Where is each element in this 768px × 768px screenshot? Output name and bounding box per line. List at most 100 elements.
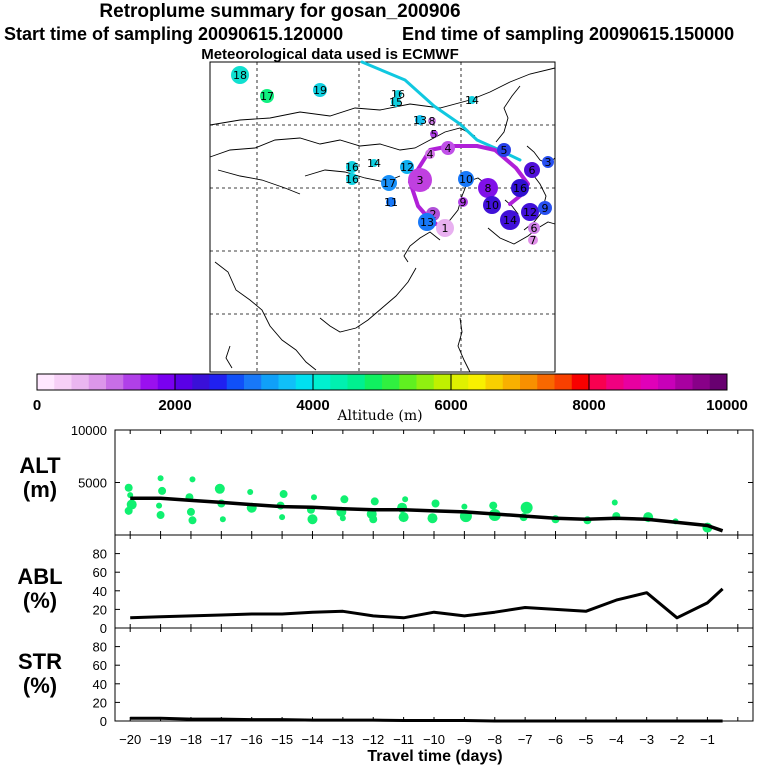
map-point	[425, 149, 435, 159]
map-point	[511, 179, 529, 197]
colorbar-cell	[571, 374, 590, 390]
series-line	[130, 716, 723, 723]
map-point	[346, 173, 358, 185]
colorbar-axis-label: Altitude (m)	[337, 408, 423, 424]
scatter-point	[247, 488, 254, 495]
colorbar-tick-label: 2000	[158, 397, 191, 414]
colorbar-cell	[468, 374, 486, 390]
x-tick-label: −10	[423, 732, 445, 747]
scatter-point	[340, 495, 349, 504]
colorbar-cell	[416, 374, 435, 390]
scatter-point	[489, 501, 498, 510]
figure-title: Retroplume summary for gosan_200906	[99, 1, 461, 22]
map-point	[418, 213, 436, 231]
alt-label-line1: ALT	[19, 453, 61, 478]
x-tick-label: −9	[457, 732, 472, 747]
scatter-point	[188, 516, 197, 525]
map-point	[231, 66, 249, 84]
map-point	[542, 156, 554, 168]
map-point-label: 14	[503, 214, 517, 227]
map-point-label: 3	[417, 174, 424, 187]
scatter-point	[402, 496, 409, 503]
x-axis-label: Travel time (days)	[367, 748, 503, 765]
colorbar-tick-label: 0	[33, 397, 41, 414]
x-tick-label: −1	[700, 732, 715, 747]
scatter-point	[520, 501, 533, 514]
map-point	[394, 90, 402, 98]
map-point-label: 15	[389, 96, 403, 109]
map-point	[478, 178, 498, 198]
map-point	[386, 197, 396, 207]
colorbar-cell	[295, 374, 314, 390]
colorbar-cell	[502, 374, 521, 390]
map-point-label: 14	[465, 94, 479, 107]
map-point	[260, 89, 274, 103]
alt-panel-label: ALT (m)	[0, 454, 80, 502]
colorbar-cell	[71, 374, 90, 390]
map-point	[528, 222, 540, 234]
x-tick-label: −13	[332, 732, 354, 747]
scatter-point	[124, 506, 133, 515]
colorbar-cell	[106, 374, 124, 390]
colorbar-cell	[640, 374, 659, 390]
colorbar-tick-label: 10000	[706, 397, 748, 414]
alt-label-line2: (m)	[22, 477, 58, 502]
alt-plot-content: 5000 10000	[71, 423, 753, 535]
map-point-label: 2	[430, 208, 437, 221]
map-point-label: 12	[523, 206, 537, 219]
map-point	[521, 203, 539, 221]
map-point	[391, 97, 401, 107]
map-point-label: 10	[485, 199, 499, 212]
y-tick-label: 5000	[78, 476, 107, 491]
map-point-label: 19	[313, 84, 327, 97]
map-point-label: 17	[260, 90, 274, 103]
colorbar-cell	[606, 374, 624, 390]
colorbar-cell	[244, 374, 262, 390]
map-point-label: 11	[384, 196, 398, 209]
x-tick-label: −14	[301, 732, 323, 747]
y-tick-label: 80	[93, 640, 107, 655]
x-tick-label: −4	[609, 732, 624, 747]
colorbar-cell	[157, 374, 176, 390]
colorbar-cell	[692, 374, 711, 390]
map-point	[528, 235, 538, 245]
scatter-point	[156, 502, 163, 509]
colorbar-cell	[37, 374, 55, 390]
colorbar-cell	[261, 374, 279, 390]
end-time-label: End time of sampling 20090615.150000	[402, 24, 735, 44]
map-point-label: 4	[445, 142, 452, 155]
colorbar-cell	[330, 374, 348, 390]
y-tick-label: 0	[100, 621, 107, 636]
scatter-point	[369, 515, 378, 524]
map-point	[408, 168, 432, 192]
colorbar-cell	[709, 374, 728, 390]
map-point	[497, 143, 511, 157]
colorbar-cell	[520, 374, 538, 390]
colorbar-cell	[537, 374, 555, 390]
map-point	[400, 160, 414, 174]
map-point-label: 9	[542, 202, 549, 215]
map-point	[436, 219, 454, 237]
scatter-point	[427, 513, 438, 524]
x-axis: −20 −19 −18 −17 −16 −15 −14 −13 −12 −11 −10 −9 −8 −7−…	[119, 732, 715, 747]
str-panel: 0 20 40 60 80	[93, 627, 754, 729]
series-line	[130, 587, 724, 620]
str-plot-frame	[114, 627, 754, 722]
y-tick-label: 40	[93, 584, 107, 599]
scatter-point	[156, 511, 165, 520]
colorbar-cell	[485, 374, 504, 390]
scatter-point	[310, 494, 317, 501]
colorbar-cell	[382, 374, 400, 390]
colorbar-cell	[623, 374, 642, 390]
map-point	[483, 196, 501, 214]
map-point-label: 12	[400, 161, 414, 174]
map-point	[524, 162, 540, 178]
map-point-label: 13	[413, 114, 427, 127]
colorbar-cell	[433, 374, 452, 390]
scatter-point	[461, 503, 468, 510]
colorbar-tick-label: 8000	[572, 397, 605, 414]
map-point-label: 7	[530, 234, 537, 247]
colorbar-cell	[175, 374, 193, 390]
alt-panel: 5000 10000	[71, 423, 754, 536]
map-point-label: 16	[513, 182, 527, 195]
